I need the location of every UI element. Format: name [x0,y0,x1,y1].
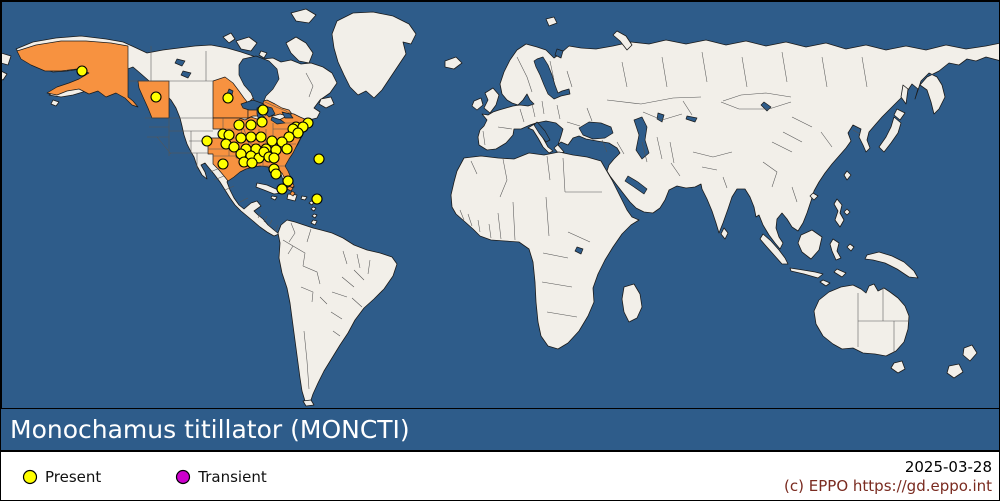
present-point [245,131,257,143]
present-point [233,119,245,131]
present-point [76,65,88,77]
present-point [281,143,293,155]
present-point [201,135,213,147]
transient-legend-dot-icon [176,469,191,485]
present-point [217,158,229,170]
present-point [276,183,288,195]
present-legend-dot-icon [22,469,38,485]
map-date: 2025-03-28 [904,458,992,476]
present-points [76,65,325,205]
present-point [228,141,240,153]
present-point [222,92,234,104]
map-title: Monochamus titillator (MONCTI) [10,415,410,444]
present-point [313,153,325,165]
legend-bar: Present Transient 2025-03-28 (c) EPPO ht… [1,450,999,500]
map-frame [1,1,999,409]
copyright-text: (c) EPPO https://gd.eppo.int [784,477,992,495]
present-point [268,152,280,164]
present-legend-dot [22,469,38,485]
present-point [292,127,304,139]
present-point [282,175,294,187]
transient-legend-dot [176,469,191,485]
map-meta: 2025-03-28 (c) EPPO https://gd.eppo.int [784,458,992,496]
country-borders [129,46,909,390]
present-point [245,119,257,131]
present-point [246,157,258,169]
legend-item-present: Present [22,468,101,486]
present-point [256,116,268,128]
present-point [311,193,323,205]
legend-label-present: Present [45,468,102,486]
world-map-area [1,1,999,450]
legend-label-transient: Transient [198,468,267,486]
present-point [270,168,282,180]
world-map [1,1,999,450]
legend-item-transient: Transient [175,468,267,486]
present-point [255,131,267,143]
present-point [235,132,247,144]
present-point [150,91,162,103]
present-point [257,104,269,116]
